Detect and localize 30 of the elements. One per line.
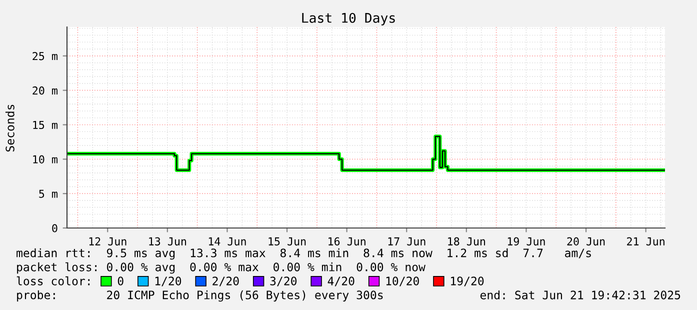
text: packet loss: 0.00 % avg 0.00 % max 0.00 % min 0.00 % now — [17, 262, 426, 274]
x-tick-label: 16 Jun — [328, 237, 366, 246]
y-tick-label: 25 m — [32, 52, 58, 60]
y-tick-label: 0 — [52, 224, 58, 232]
x-tick-label: 19 Jun — [508, 237, 545, 246]
text: probe: 20 ICMP Echo Pings (56 Bytes) every 300s — [17, 290, 383, 302]
legend-title: loss color: — [16, 276, 90, 286]
x-tick-label: 21 Jun — [627, 237, 664, 246]
text: end: Sat Jun 21 19:42:31 2025 — [480, 290, 680, 300]
y-tick-label: 20 m — [32, 86, 58, 95]
legend-label: 2/20 — [212, 276, 239, 286]
text: median rtt: 9.5 ms avg 13.3 ms max 8.4 ms min 8.4 ms now 1.2 ms sd 7.7 am/s — [16, 248, 591, 260]
x-tick-label: 18 Jun — [448, 237, 486, 246]
y-tick-label: 15 m — [33, 120, 58, 130]
y-tick-label: 10 m — [33, 155, 58, 164]
x-tick-label: 17 Jun — [388, 237, 426, 246]
x-tick-label: 14 Jun — [208, 237, 246, 246]
legend-label: 1/20 — [155, 276, 182, 286]
legend-label: 3/20 — [270, 276, 297, 286]
legend-label: 0 — [118, 276, 124, 286]
y-axis-title: Seconds — [5, 104, 14, 152]
legend-label: 10/20 — [386, 276, 419, 286]
y-tick-label: 5 m — [39, 190, 58, 198]
legend-label: 19/20 — [451, 276, 484, 286]
x-tick-label: 12 Jun — [89, 237, 126, 246]
x-tick-label: 20 Jun — [567, 237, 605, 246]
chart-title: Last 10 Days — [302, 12, 395, 26]
x-tick-label: 15 Jun — [268, 237, 306, 246]
x-tick-label: 13 Jun — [149, 237, 186, 246]
legend-label: 4/20 — [328, 276, 354, 286]
